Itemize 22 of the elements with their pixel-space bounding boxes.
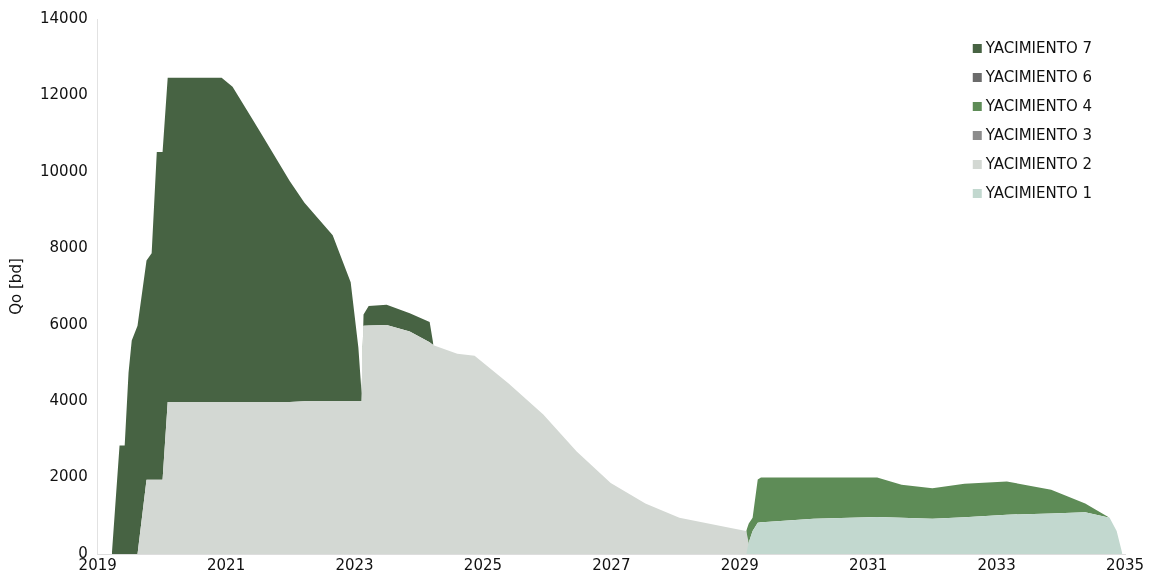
y-tick-label: 2000 xyxy=(49,467,88,486)
legend-label: YACIMIENTO 2 xyxy=(984,154,1093,173)
x-tick-label: 2031 xyxy=(849,555,888,574)
x-tick-label: 2025 xyxy=(463,555,503,574)
x-tick-label: 2029 xyxy=(720,555,759,574)
x-tick-label: 2027 xyxy=(592,555,631,574)
y-tick-label: 12000 xyxy=(40,85,88,104)
y-tick-label: 10000 xyxy=(40,161,88,180)
legend-label: YACIMIENTO 4 xyxy=(984,96,1093,115)
y-axis-title: Qo [bd] xyxy=(6,258,25,315)
x-tick-label: 2021 xyxy=(207,555,246,574)
legend-label: YACIMIENTO 3 xyxy=(984,125,1093,144)
legend-label: YACIMIENTO 7 xyxy=(984,38,1093,57)
y-tick-label: 8000 xyxy=(49,238,88,257)
x-tick-label: 2023 xyxy=(335,555,374,574)
y-tick-label: 6000 xyxy=(49,314,88,333)
legend-label: YACIMIENTO 6 xyxy=(984,67,1093,86)
y-tick-label: 4000 xyxy=(49,391,88,410)
y-tick-label: 14000 xyxy=(40,8,88,27)
x-tick-label: 2033 xyxy=(977,555,1016,574)
legend-label: YACIMIENTO 1 xyxy=(984,183,1093,202)
x-tick-label: 2035 xyxy=(1105,555,1145,574)
